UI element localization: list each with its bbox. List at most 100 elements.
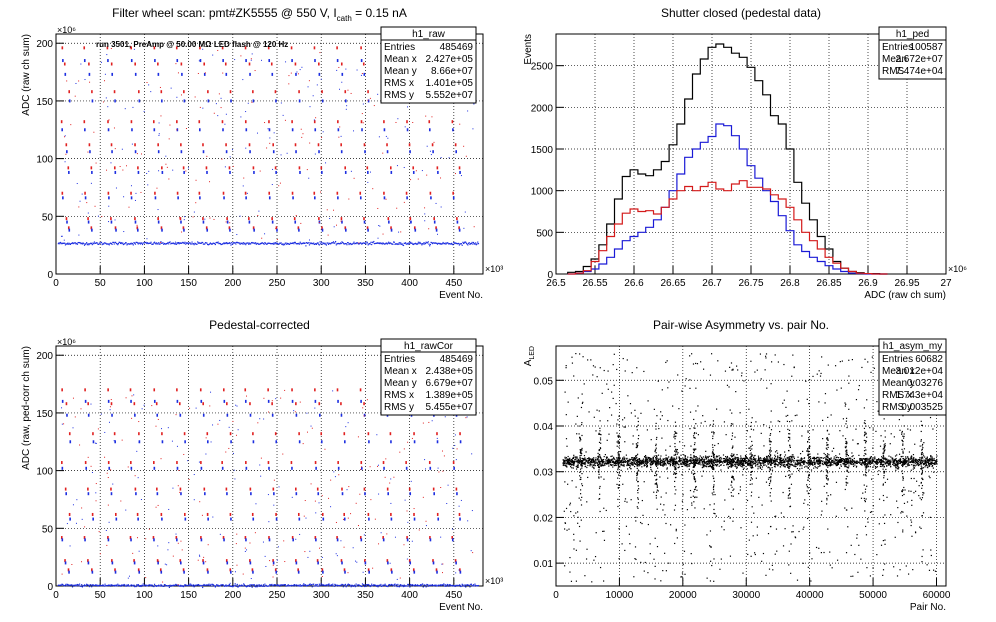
sparse-point [775,515,777,517]
scatter-point [225,113,227,115]
baseline-point [160,241,162,243]
scatter-point [157,418,159,420]
scatter-point [121,148,123,150]
baseline-point [73,584,75,586]
band-point [612,458,614,460]
blue-cluster-point [315,538,317,542]
band-point [874,461,876,463]
baseline-point [303,584,306,586]
red-cluster-point [221,461,223,465]
scatter-point [260,457,262,459]
scatter-point [340,220,342,222]
scatter-point [333,209,335,211]
band-point [749,459,751,461]
sparse-point [719,568,721,570]
scatter-point [355,560,357,562]
blue-cluster-point [344,170,347,174]
red-cluster-point [383,120,385,124]
baseline-point [436,585,438,587]
sparse-point [822,419,824,421]
sparse-point [573,533,575,535]
sparse-point [697,434,699,436]
baseline-point [320,241,323,243]
red-cluster-point [367,90,369,94]
blue-cluster-point [314,196,316,200]
baseline-point [164,584,166,586]
baseline-point [384,243,386,245]
sparse-point [930,554,932,557]
sparse-point [569,504,571,506]
baseline-point [405,585,407,587]
baseline-point [238,585,240,587]
band-point [906,463,908,465]
scatter-point [172,555,174,557]
sparse-point [906,515,908,517]
scatter-point [396,165,398,167]
band-point [724,461,726,463]
band-point [717,459,719,461]
band-point [714,460,716,462]
band-point [753,457,755,460]
band-point [576,466,579,468]
baseline-point [337,243,339,245]
baseline-point [152,585,154,588]
band-point [777,455,779,457]
scatter-point [167,549,169,551]
red-cluster-point [222,388,225,392]
band-point [688,460,690,462]
baseline-point [111,584,113,586]
sparse-point [747,553,749,556]
band-point [645,462,647,464]
band-point [913,462,915,464]
baseline-point [67,243,69,245]
band-point [754,460,756,463]
baseline-point [346,244,348,246]
scatter-point [345,108,347,110]
baseline-point [317,242,319,244]
blue-cluster-point [64,72,67,76]
baseline-point [406,585,408,587]
baseline-point [322,584,325,586]
band-point [860,458,862,460]
baseline-point [78,242,81,244]
baseline-point [124,243,126,245]
baseline-point [412,585,415,587]
baseline-point [208,583,210,585]
baseline-point [175,584,178,586]
band-point [678,466,680,468]
baseline-point [187,584,190,587]
baseline-point [163,243,165,245]
baseline-point [296,584,298,586]
baseline-point [180,242,182,244]
blue-cluster-point [413,570,416,574]
sparse-point [649,543,651,545]
band-point [843,463,846,465]
blue-cluster-point [387,492,390,496]
baseline-point [471,241,473,244]
baseline-point [346,585,348,587]
x-tick-label: 200 [224,590,241,601]
band-point [748,459,751,461]
baseline-point [188,242,190,244]
band-point [733,458,736,460]
sparse-point [824,393,827,395]
baseline-point [322,584,324,586]
baseline-point [399,584,401,586]
band-point [813,467,815,469]
baseline-point [245,586,248,588]
sparse-point [754,553,756,556]
red-cluster-point [341,487,343,491]
histogram-series-1 [567,123,888,275]
band-point [928,462,930,465]
band-point [857,461,859,463]
baseline-point [137,243,139,245]
baseline-point [477,243,480,245]
baseline-point [335,585,337,587]
blue-cluster-point [340,413,343,417]
scatter-point [288,75,290,77]
scatter-point [262,541,264,543]
scatter-point [219,419,221,421]
baseline-point [333,242,335,244]
sparse-point [885,468,887,471]
